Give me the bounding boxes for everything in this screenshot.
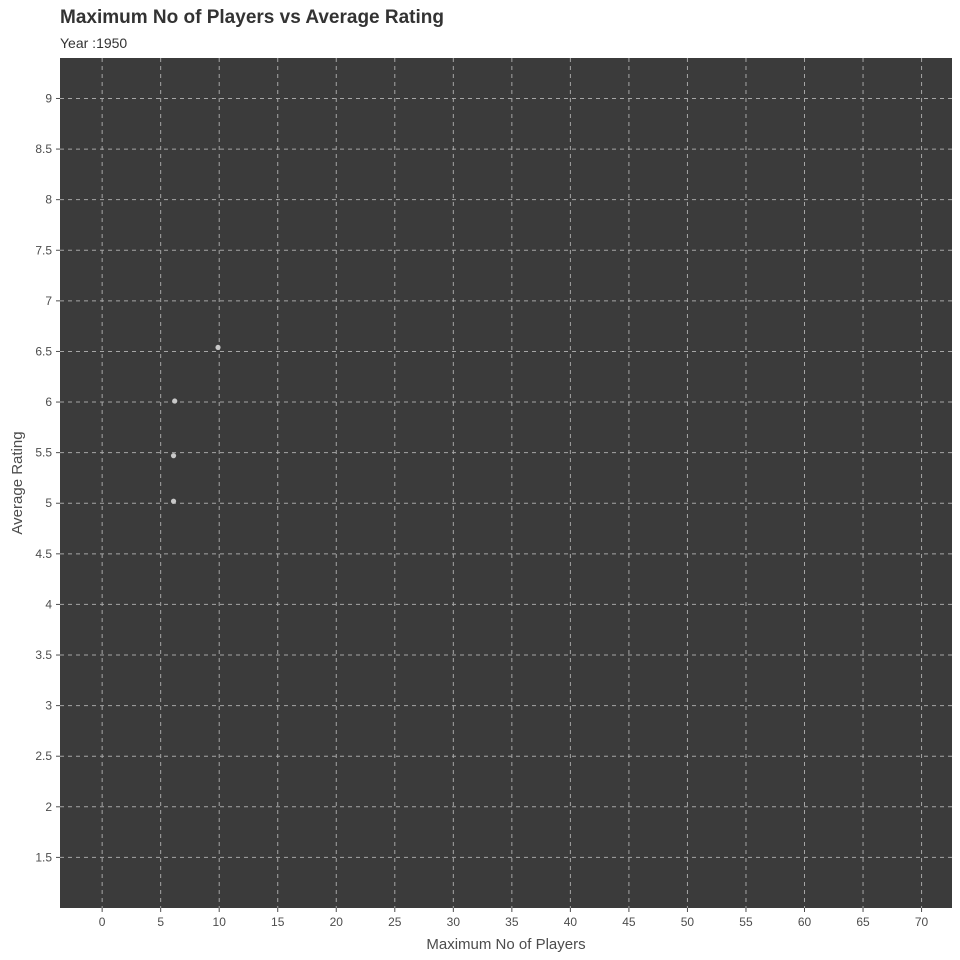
x-tick-label: 10 [213, 915, 227, 929]
data-point [170, 498, 177, 504]
y-tick-label: 9 [45, 91, 52, 105]
y-tick-label: 4 [45, 597, 52, 611]
x-tick-label: 15 [271, 915, 285, 929]
x-tick-label: 55 [739, 915, 753, 929]
x-tick-label: 45 [622, 915, 636, 929]
y-tick-label: 8 [45, 193, 52, 207]
x-tick-label: 40 [564, 915, 578, 929]
y-tick-label: 2 [45, 800, 52, 814]
data-points [170, 344, 221, 504]
x-tick-label: 25 [388, 915, 402, 929]
chart-title: Maximum No of Players vs Average Rating [60, 7, 444, 28]
x-tick-label: 5 [157, 915, 164, 929]
y-axis: 1.5 2 2.5 3 3.5 4 4.5 5 5.5 6 6.5 7 7.5 8 8.5 9 [35, 91, 60, 864]
data-point [172, 398, 178, 404]
y-tick-label: 5 [45, 496, 52, 510]
y-tick-label: 4.5 [35, 547, 52, 561]
x-axis: 0 5 10 15 20 25 30 35 40 45 50 55 60 65 70 [99, 908, 929, 929]
y-tick-label: 7.5 [35, 243, 52, 257]
grid-lines [60, 58, 952, 908]
y-tick-label: 2.5 [35, 749, 52, 763]
y-tick-label: 3 [45, 699, 52, 713]
x-tick-label: 35 [505, 915, 519, 929]
data-point [170, 453, 177, 459]
y-tick-label: 6.5 [35, 344, 52, 358]
y-tick-label: 1.5 [35, 850, 52, 864]
x-tick-label: 65 [856, 915, 870, 929]
x-tick-label: 20 [330, 915, 344, 929]
chart-subtitle: Year :1950 [60, 35, 127, 51]
x-axis-title: Maximum No of Players [426, 936, 585, 953]
x-tick-label: 50 [681, 915, 695, 929]
x-tick-label: 0 [99, 915, 106, 929]
x-tick-label: 60 [798, 915, 812, 929]
x-tick-label: 70 [915, 915, 929, 929]
y-axis-title: Average Rating [9, 431, 26, 534]
y-tick-label: 3.5 [35, 648, 52, 662]
y-tick-label: 8.5 [35, 142, 52, 156]
x-tick-label: 30 [447, 915, 461, 929]
data-point [215, 344, 221, 351]
y-tick-label: 6 [45, 395, 52, 409]
plot-panel [60, 58, 952, 908]
y-tick-label: 7 [45, 294, 52, 308]
y-tick-label: 5.5 [35, 446, 52, 460]
